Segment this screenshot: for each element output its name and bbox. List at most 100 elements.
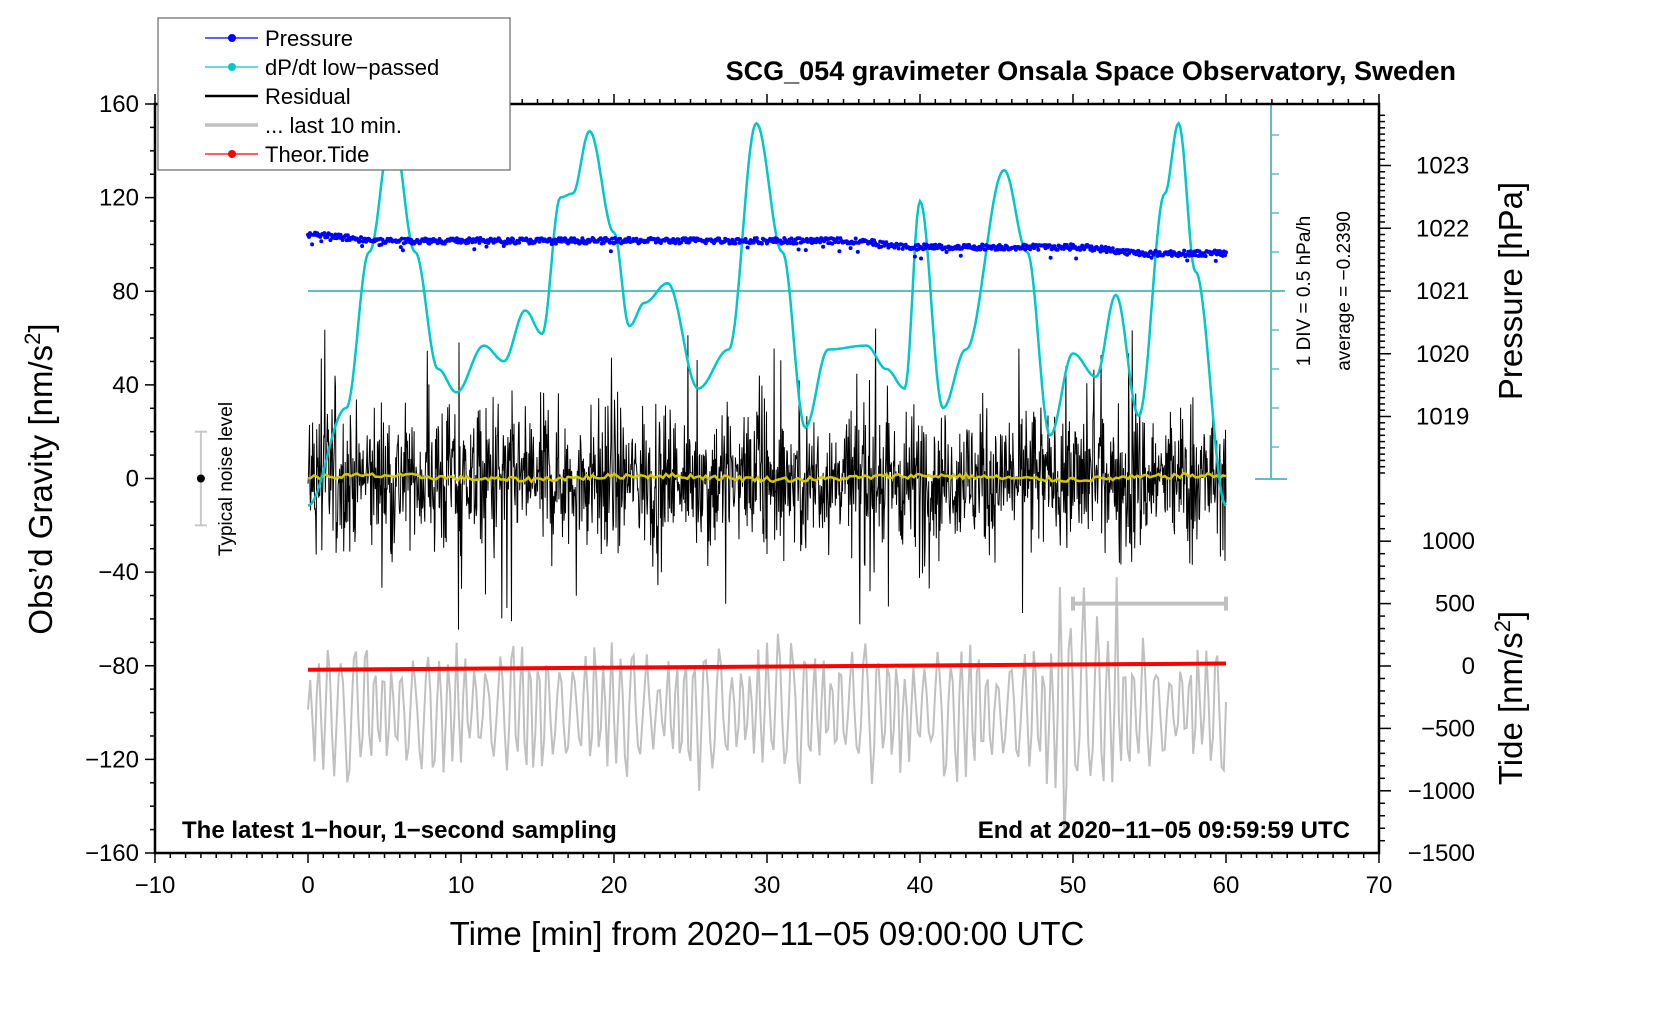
- x-tick-label: 40: [907, 872, 934, 899]
- pressure-tick-label: 1023: [1416, 153, 1469, 180]
- pressure-point: [781, 240, 786, 245]
- legend-label: dP/dt low−passed: [265, 55, 439, 80]
- annotation-bottom-left: The latest 1−hour, 1−second sampling: [182, 817, 617, 844]
- pressure-point: [789, 236, 794, 241]
- legend-item: Residual: [205, 84, 351, 109]
- residual-smoothed-series: [307, 471, 1227, 484]
- dpdt-scale-label: 1 DIV = 0.5 hPa/h: [1294, 216, 1315, 367]
- pressure-point: [837, 249, 842, 254]
- noise-center-dot: [196, 474, 205, 483]
- pressure-point: [743, 237, 748, 241]
- pressure-point: [1213, 258, 1218, 263]
- legend-marker: [228, 150, 236, 158]
- y-tick-label: −120: [85, 746, 139, 773]
- pressure-point: [537, 239, 542, 244]
- x-tick-label: 20: [601, 872, 628, 899]
- pressure-tick-label: 1020: [1416, 341, 1469, 368]
- pressure-point: [759, 241, 764, 246]
- pressure-point: [360, 244, 365, 248]
- pressure-point: [900, 246, 905, 251]
- pressure-point: [794, 241, 799, 246]
- pressure-point: [981, 243, 986, 248]
- pressure-point: [608, 249, 613, 254]
- x-tick-label: 70: [1366, 872, 1393, 899]
- tide-tick-label: 1000: [1422, 528, 1475, 555]
- residual-smoothed-line: [307, 471, 1227, 484]
- pressure-series: [306, 230, 1228, 263]
- pressure-point: [454, 236, 459, 241]
- tide-axis: 1000 500 0 −500 −1000 −1500: [1379, 503, 1475, 867]
- legend-item: ... last 10 min.: [205, 113, 402, 138]
- pressure-point: [1113, 251, 1118, 256]
- pressure-point: [912, 254, 917, 259]
- pressure-point: [1055, 247, 1060, 252]
- pressure-point: [1149, 255, 1154, 260]
- dpdt-series: [307, 120, 1227, 507]
- pressure-point: [1193, 253, 1198, 258]
- pressure-point: [504, 241, 509, 246]
- pressure-point: [517, 240, 522, 245]
- superscript: 2: [20, 333, 45, 345]
- pressure-point: [879, 244, 884, 249]
- pressure-point: [855, 249, 860, 254]
- pressure-point: [549, 242, 554, 247]
- pressure-point: [853, 236, 858, 241]
- pressure-point: [1185, 258, 1190, 263]
- pressure-point: [733, 241, 738, 246]
- pressure-point: [791, 241, 796, 246]
- legend-item: Theor.Tide: [205, 142, 369, 167]
- pressure-point: [803, 248, 808, 253]
- pressure-point: [625, 239, 630, 244]
- legend-label: Pressure: [265, 26, 353, 51]
- pressure-point: [896, 246, 901, 251]
- tide-axis-label: Tide [nm/s2]: [1490, 611, 1529, 785]
- y-tick-label: 160: [99, 91, 139, 118]
- legend-box: [157, 17, 511, 171]
- pressure-point: [399, 236, 404, 241]
- y-axis-left: 160 120 80 40 0 −40 −80 −120 −160: [85, 91, 155, 867]
- pressure-point: [1169, 253, 1174, 258]
- pressure-point: [835, 236, 840, 241]
- residual-series: [307, 328, 1227, 630]
- y-tick-label: 80: [112, 278, 139, 305]
- noise-level-label: Typical noise level: [216, 402, 237, 556]
- dpdt-line: [307, 120, 1227, 507]
- pressure-point: [848, 246, 853, 251]
- pressure-point: [821, 244, 826, 249]
- pressure-point: [1074, 256, 1079, 261]
- pressure-point: [472, 247, 477, 252]
- last10-line: [307, 577, 1227, 835]
- pressure-point: [379, 242, 384, 247]
- x-axis-label: Time [min] from 2020−11−05 09:00:00 UTC: [450, 915, 1085, 952]
- y-tick-label: −160: [85, 840, 139, 867]
- pressure-point: [607, 240, 612, 245]
- pressure-point: [1103, 245, 1108, 249]
- y-axis-left-label: Obs’d Gravity [nm/s2]: [20, 323, 59, 634]
- pressure-point: [610, 236, 614, 241]
- pressure-point: [1187, 253, 1192, 258]
- pressure-point: [310, 242, 315, 247]
- pressure-axis: 1023 1022 1021 1020 1019: [1379, 114, 1469, 474]
- bracket: ]: [1492, 611, 1529, 620]
- y-tick-label: −80: [98, 653, 139, 680]
- pressure-point: [400, 248, 405, 253]
- superscript: 2: [1490, 620, 1515, 632]
- legend-item: dP/dt low−passed: [205, 55, 439, 80]
- legend-label: Residual: [265, 84, 351, 109]
- pressure-point: [995, 247, 1000, 252]
- bracket: ]: [22, 323, 59, 332]
- y-tick-label: 40: [112, 372, 139, 399]
- pressure-point: [601, 240, 606, 245]
- annotation-bottom-right: End at 2020−11−05 09:59:59 UTC: [978, 817, 1350, 844]
- pressure-point: [319, 239, 324, 244]
- pressure-point: [923, 246, 928, 251]
- y-tick-label: 0: [126, 466, 139, 493]
- pressure-point: [627, 236, 632, 240]
- legend-label: Theor.Tide: [265, 142, 369, 167]
- pressure-point: [754, 236, 759, 241]
- chart-title: SCG_054 gravimeter Onsala Space Observat…: [726, 56, 1456, 86]
- pressure-point: [325, 235, 330, 239]
- pressure-point: [484, 244, 489, 249]
- y-tick-label: −40: [98, 559, 139, 586]
- tide-tick-label: −1500: [1408, 840, 1475, 867]
